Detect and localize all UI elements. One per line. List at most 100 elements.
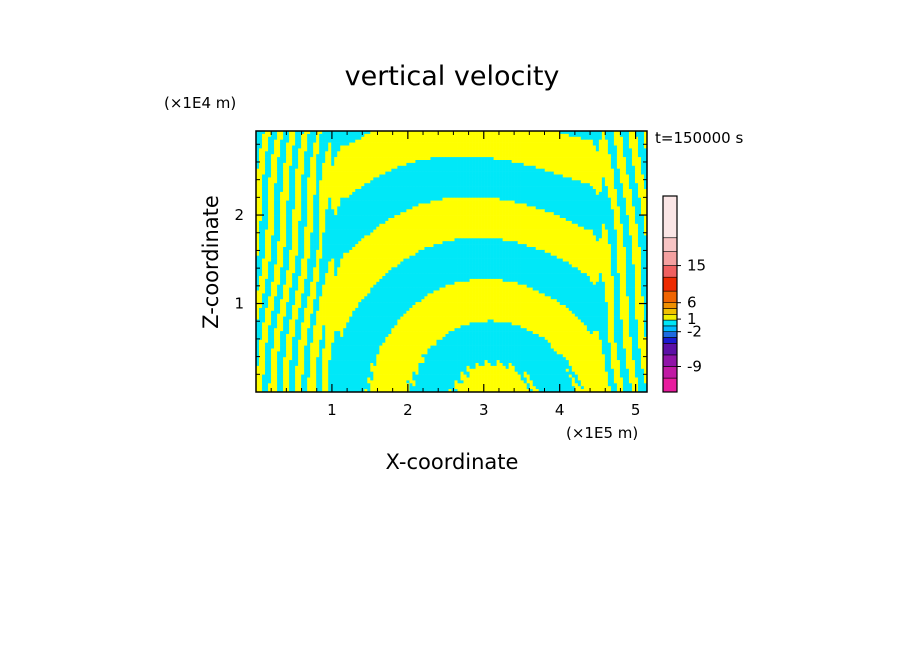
field-cell	[547, 139, 552, 143]
field-cell	[283, 177, 287, 181]
field-cell	[316, 139, 320, 143]
field-cell	[322, 232, 326, 236]
field-cell	[262, 180, 266, 184]
field-cell	[487, 148, 491, 152]
field-cell	[466, 162, 470, 167]
field-cell	[559, 226, 564, 230]
field-cell	[448, 206, 452, 210]
field-cell	[514, 189, 518, 193]
field-cell	[448, 197, 452, 201]
field-cell	[388, 191, 392, 196]
field-cell	[400, 209, 404, 213]
field-cell	[505, 142, 509, 146]
field-cell	[556, 229, 561, 233]
field-cell	[568, 171, 573, 175]
field-cell	[397, 148, 401, 152]
field-cell	[445, 232, 449, 236]
field-cell	[367, 229, 371, 233]
field-cell	[388, 139, 392, 143]
field-cell	[478, 235, 482, 239]
field-cell	[277, 197, 281, 201]
field-cell	[469, 206, 473, 210]
field-cell	[355, 162, 359, 167]
field-cell	[421, 209, 425, 213]
field-cell	[382, 238, 386, 242]
field-cell	[463, 177, 467, 181]
field-cell	[259, 218, 263, 222]
field-cell	[553, 223, 558, 227]
field-cell	[310, 238, 314, 242]
field-cell	[538, 186, 543, 190]
field-cell	[490, 168, 494, 172]
field-cell	[505, 174, 509, 178]
field-cell	[562, 162, 567, 167]
field-cell	[406, 154, 410, 158]
field-cell	[448, 232, 452, 236]
field-cell	[298, 148, 302, 152]
field-cell	[583, 200, 588, 204]
field-cell	[451, 232, 455, 236]
field-cell	[412, 189, 416, 193]
field-cell	[262, 145, 266, 149]
field-cell	[262, 139, 266, 143]
field-cell	[589, 133, 594, 138]
field-cell	[289, 160, 293, 164]
field-cell	[325, 238, 329, 242]
field-cell	[388, 145, 392, 149]
field-cell	[451, 226, 455, 230]
field-cell	[643, 131, 647, 135]
field-cell	[400, 191, 404, 196]
field-cell	[361, 223, 365, 227]
field-cell	[370, 151, 374, 155]
field-cell	[487, 235, 491, 239]
field-cell	[511, 136, 515, 140]
field-cell	[256, 177, 260, 181]
field-cell	[457, 131, 461, 135]
field-cell	[268, 232, 272, 236]
field-cell	[430, 171, 434, 175]
field-cell	[403, 183, 407, 187]
field-cell	[274, 139, 278, 143]
field-cell	[331, 162, 335, 167]
field-cell	[601, 218, 606, 222]
field-cell	[514, 223, 518, 227]
field-cell	[496, 189, 500, 193]
field-cell	[433, 154, 437, 158]
field-cell	[493, 189, 497, 193]
field-cell	[307, 145, 311, 149]
field-cell	[436, 226, 440, 230]
field-cell	[355, 145, 359, 149]
field-cell	[565, 209, 570, 213]
field-cell	[553, 139, 558, 143]
field-cell	[598, 157, 603, 161]
field-cell	[436, 229, 440, 233]
field-cell	[319, 162, 323, 167]
field-cell	[532, 177, 537, 181]
field-cell	[535, 186, 540, 190]
field-cell	[391, 160, 395, 164]
field-cell	[589, 145, 594, 149]
field-cell	[469, 209, 473, 213]
field-cell	[604, 194, 609, 198]
field-cell	[457, 186, 461, 190]
field-cell	[271, 142, 275, 146]
field-cell	[319, 203, 323, 207]
field-cell	[541, 212, 546, 216]
field-cell	[283, 235, 287, 239]
field-cell	[478, 215, 482, 219]
field-cell	[313, 154, 317, 158]
field-cell	[442, 194, 446, 198]
field-cell	[337, 197, 341, 201]
field-cell	[598, 191, 603, 196]
field-cell	[463, 232, 467, 236]
field-cell	[616, 177, 621, 181]
field-cell	[289, 151, 293, 155]
field-cell	[556, 174, 561, 178]
field-cell	[460, 209, 464, 213]
field-cell	[622, 168, 627, 172]
field-cell	[448, 139, 452, 143]
field-cell	[625, 174, 630, 178]
field-cell	[520, 174, 524, 178]
field-cell	[532, 197, 537, 201]
field-cell	[520, 165, 524, 169]
